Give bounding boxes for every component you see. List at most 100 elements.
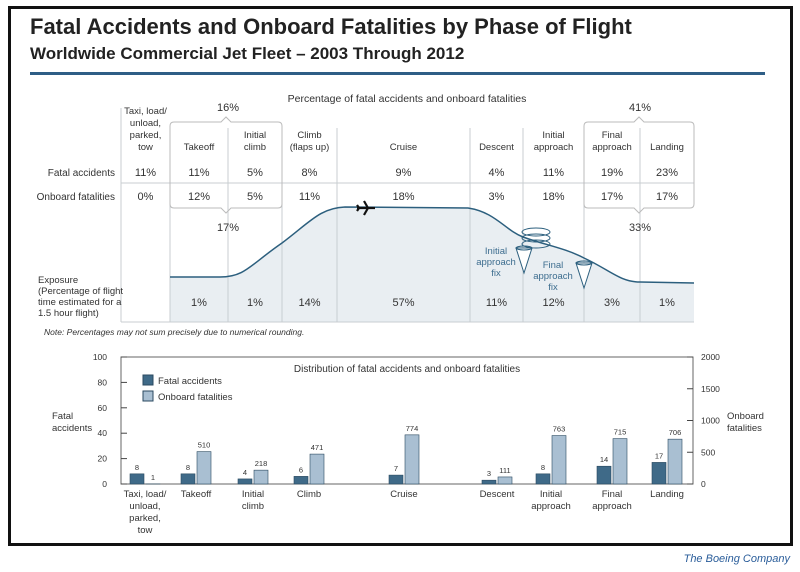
- phase-header: Descent: [479, 142, 514, 153]
- bar-fatal-accidents: [388, 474, 404, 485]
- phase-header: climb: [244, 142, 266, 153]
- fatal-pct: 19%: [601, 167, 623, 179]
- initial-fix-cone-icon: [515, 245, 533, 251]
- caption: The Boeing Company: [683, 553, 790, 565]
- y-tick-label: 60: [98, 403, 108, 413]
- phase-header: Initial: [542, 130, 564, 141]
- bar-value-label: 111: [499, 466, 510, 475]
- bar-fatal-accidents: [651, 462, 667, 485]
- legend-label: Fatal accidents: [158, 376, 222, 387]
- fatal-pct: 5%: [247, 167, 263, 179]
- exposure-pct: 1%: [659, 297, 675, 309]
- final-fix-cone-icon: [575, 260, 593, 266]
- legend-swatch: [142, 390, 154, 402]
- exposure-pct: 3%: [604, 297, 620, 309]
- landing-group-onboard: 33%: [629, 222, 651, 234]
- bar-value-label: 6: [299, 465, 303, 474]
- row-label-onboard: Onboard fatalities: [37, 192, 115, 203]
- bar-onboard-fatalities: [497, 476, 513, 485]
- final-approach-fix-label: approach: [533, 271, 573, 282]
- legend-swatch: [142, 374, 154, 386]
- title-rule: [30, 72, 765, 75]
- exposure-pct: 11%: [486, 297, 507, 309]
- bar-onboard-fatalities: [309, 453, 325, 485]
- fatal-pct: 11%: [188, 167, 209, 179]
- onboard-pct: 17%: [656, 191, 678, 203]
- category-label: Descent: [480, 489, 515, 500]
- final-approach-fix-label: fix: [548, 282, 558, 293]
- fatal-pct: 11%: [543, 167, 564, 179]
- bar-value-label: 763: [553, 425, 566, 434]
- bar-fatal-accidents: [481, 479, 497, 485]
- y2-tick-label: 1500: [701, 384, 720, 394]
- category-label: tow: [138, 525, 153, 536]
- airplane-shape: [356, 200, 375, 216]
- onboard-pct: 12%: [188, 191, 210, 203]
- legend-label: Onboard fatalities: [158, 392, 233, 403]
- phase-header: parked,: [130, 130, 162, 141]
- bar-value-label: 4: [243, 468, 247, 477]
- phase-header: Climb: [297, 130, 321, 141]
- bar-value-label: 7: [394, 464, 398, 473]
- fatal-pct: 9%: [396, 167, 412, 179]
- category-label: approach: [592, 501, 632, 512]
- exposure-pct: 1%: [247, 297, 263, 309]
- phase-header: Cruise: [390, 142, 417, 153]
- category-label: Initial: [242, 489, 264, 500]
- airplane-icon: [356, 200, 375, 216]
- category-label: Cruise: [390, 489, 417, 500]
- phase-header: Final: [602, 130, 623, 141]
- bar-fatal-accidents: [596, 465, 612, 485]
- exposure-pct: 1%: [191, 297, 207, 309]
- category-label: Taxi, load/: [124, 489, 167, 500]
- y2-tick-label: 0: [701, 479, 706, 489]
- holding-pattern-icon: [521, 239, 551, 249]
- final-fix-cone-icon: [575, 262, 593, 290]
- phase-header: Initial: [244, 130, 266, 141]
- figure-subtitle: Worldwide Commercial Jet Fleet – 2003 Th…: [30, 44, 465, 63]
- row-label-exposure: time estimated for a: [38, 297, 122, 308]
- phase-header: approach: [534, 142, 574, 153]
- bar-value-label: 17: [655, 451, 663, 460]
- bar-onboard-fatalities: [253, 469, 269, 485]
- exposure-curve: [170, 206, 695, 284]
- bar-onboard-fatalities: [667, 438, 683, 485]
- y-axis-label: accidents: [52, 423, 92, 434]
- bar-fatal-accidents: [535, 473, 551, 485]
- row-label-exposure: 1.5 hour flight): [38, 308, 99, 319]
- y2-tick-label: 1000: [701, 416, 720, 426]
- bar-value-label: 471: [311, 443, 324, 452]
- y-tick-label: 80: [98, 377, 108, 387]
- y2-axis-label: fatalities: [727, 423, 762, 434]
- category-label: parked,: [129, 513, 161, 524]
- bar-value-label: 8: [186, 463, 190, 472]
- bar-value-label: 1: [151, 473, 155, 482]
- y-tick-label: 0: [102, 479, 107, 489]
- onboard-pct: 3%: [489, 191, 505, 203]
- phase-header: Takeoff: [184, 142, 215, 153]
- initial-approach-fix-label: approach: [476, 257, 516, 268]
- exposure-area: [170, 207, 694, 322]
- figure-title: Fatal Accidents and Onboard Fatalities b…: [30, 14, 632, 39]
- takeoff-group-fatal: 16%: [217, 102, 239, 114]
- onboard-pct: 18%: [392, 191, 414, 203]
- bar-value-label: 715: [614, 428, 627, 437]
- bar-value-label: 3: [487, 469, 491, 478]
- category-label: approach: [531, 501, 571, 512]
- phase-header: tow: [138, 142, 153, 153]
- bar-onboard-fatalities: [404, 434, 420, 485]
- bar-value-label: 706: [669, 428, 682, 437]
- bar-fatal-accidents: [180, 473, 196, 485]
- bar-fatal-accidents: [293, 476, 309, 485]
- phase-header: unload,: [130, 118, 161, 129]
- holding-pattern-icon: [521, 227, 551, 237]
- fatal-pct: 23%: [656, 167, 678, 179]
- figure-frame: [8, 6, 793, 546]
- category-label: Final: [602, 489, 623, 500]
- category-label: Climb: [297, 489, 321, 500]
- bar-onboard-fatalities: [196, 451, 212, 485]
- bar-value-label: 218: [255, 459, 268, 468]
- fatal-pct: 11%: [135, 167, 156, 179]
- bar-value-label: 8: [135, 463, 139, 472]
